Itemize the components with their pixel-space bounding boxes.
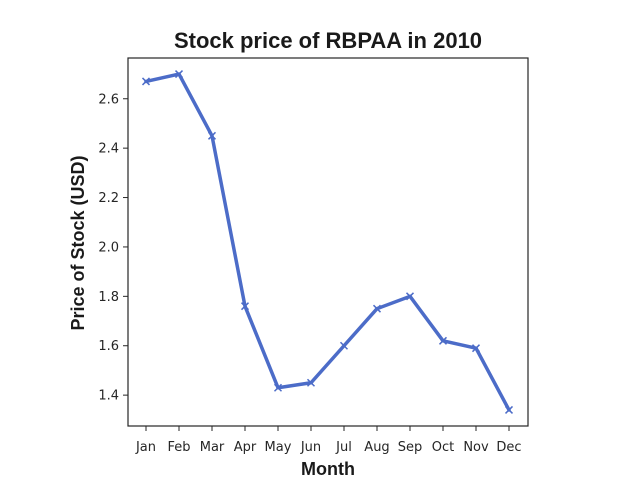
x-tick-label: Nov bbox=[463, 440, 489, 455]
y-tick-label: 2.6 bbox=[98, 92, 119, 107]
x-tick-label: Feb bbox=[167, 440, 190, 455]
x-tick-label: Aug bbox=[364, 440, 389, 455]
x-tick-label: May bbox=[265, 440, 292, 455]
data-point-marker bbox=[438, 336, 448, 345]
x-tick-label: Apr bbox=[234, 440, 257, 455]
y-tick-label: 2.0 bbox=[98, 240, 119, 255]
data-point-marker bbox=[504, 405, 514, 414]
data-point-marker bbox=[273, 383, 283, 392]
series-markers bbox=[141, 70, 514, 414]
data-point-marker bbox=[471, 344, 481, 353]
data-point-marker bbox=[405, 292, 415, 301]
x-tick-label: Jul bbox=[335, 440, 352, 455]
data-point-marker bbox=[306, 378, 316, 387]
data-point-marker bbox=[240, 302, 250, 311]
y-axis: 1.4 1.6 1.8 2.0 2.2 2.4 2.6 bbox=[98, 92, 128, 404]
y-tick-label: 1.8 bbox=[98, 290, 119, 305]
chart-title: Stock price of RBPAA in 2010 bbox=[174, 28, 482, 53]
data-point-marker bbox=[174, 70, 184, 79]
x-axis-label: Month bbox=[301, 459, 355, 479]
y-tick-label: 2.4 bbox=[98, 142, 119, 157]
plot-frame bbox=[127, 57, 529, 427]
x-tick-label: Dec bbox=[496, 440, 521, 455]
data-point-marker bbox=[372, 304, 382, 313]
series-line bbox=[144, 72, 511, 412]
x-tick-label: Jun bbox=[300, 440, 321, 455]
y-axis-label: Price of Stock (USD) bbox=[68, 155, 88, 330]
data-point-marker bbox=[339, 341, 349, 350]
y-tick-label: 2.2 bbox=[98, 191, 119, 206]
x-tick-label: Oct bbox=[432, 440, 454, 455]
y-tick-label: 1.4 bbox=[98, 389, 119, 404]
x-axis: Jan Feb Mar Apr May Jun Jul Aug Sep Oct Nov Dec bbox=[135, 426, 522, 455]
x-tick-label: Jan bbox=[135, 440, 156, 455]
x-tick-label: Sep bbox=[398, 440, 423, 455]
data-point-marker bbox=[207, 131, 217, 140]
data-point-marker bbox=[141, 77, 151, 86]
x-tick-label: Mar bbox=[200, 440, 225, 455]
y-tick-label: 1.6 bbox=[98, 339, 119, 354]
